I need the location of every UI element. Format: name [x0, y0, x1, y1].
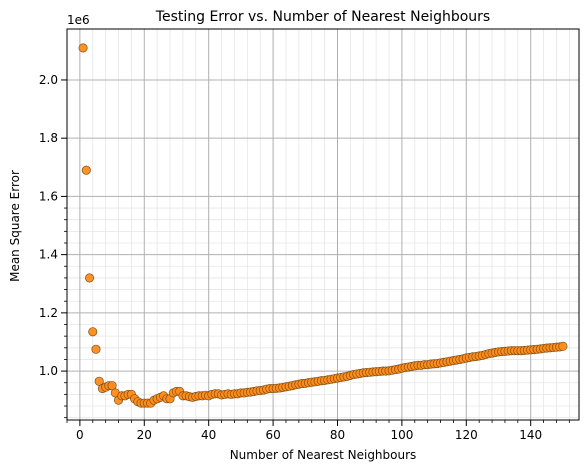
data-point: [81, 165, 91, 175]
y-axis-ticks: 1.0 1.2 1.4 1.6 1.8 2.0: [39, 73, 67, 419]
x-tick-label: 80: [330, 428, 345, 442]
x-tick-label: 60: [265, 428, 280, 442]
data-point: [558, 341, 568, 351]
y-tick-label: 1.4: [39, 248, 58, 262]
x-tick-label: 20: [137, 428, 152, 442]
y-tick-label: 1.2: [39, 306, 58, 320]
chart-title: Testing Error vs. Number of Nearest Neig…: [155, 9, 490, 25]
minor-grid: [66, 29, 579, 420]
data-point: [91, 344, 101, 354]
x-tick-label: 140: [519, 428, 542, 442]
data-point: [78, 43, 88, 53]
x-tick-label: 120: [455, 428, 478, 442]
x-tick-label: 40: [201, 428, 216, 442]
data-point: [88, 327, 98, 337]
y-axis-label: Mean Square Error: [8, 170, 22, 282]
axes-frame: [66, 28, 580, 421]
major-grid: [67, 29, 579, 420]
y-axis-offset-label: 1e6: [67, 13, 90, 27]
y-tick-label: 1.6: [39, 189, 58, 203]
data-points: [78, 43, 568, 408]
y-tick-label: 1.8: [39, 131, 58, 145]
x-tick-label: 0: [76, 428, 84, 442]
y-tick-label: 2.0: [39, 73, 58, 87]
plot-frame: [66, 28, 580, 421]
data-point: [84, 273, 95, 283]
x-tick-label: 100: [390, 428, 413, 442]
x-axis-ticks: 0 20 40 60 80 100 120 140: [66, 420, 570, 442]
y-tick-label: 1.0: [39, 364, 58, 378]
x-axis-label: Number of Nearest Neighbours: [230, 448, 417, 462]
